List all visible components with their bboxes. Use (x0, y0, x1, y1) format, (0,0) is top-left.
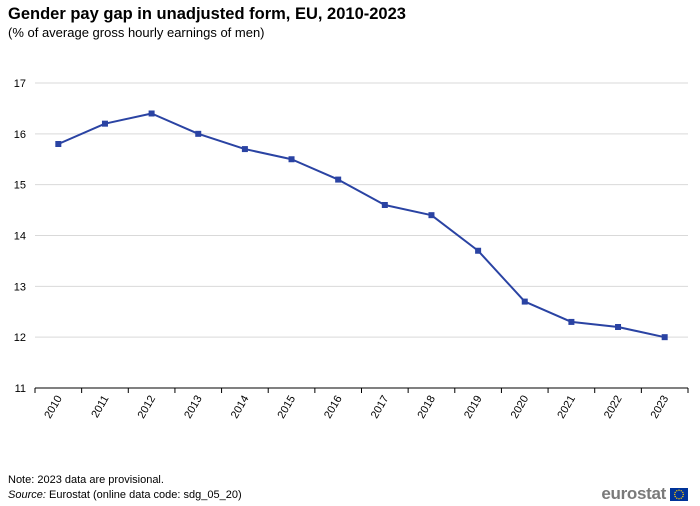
logo-text: eurostat (601, 484, 666, 503)
x-tick-label: 2015 (275, 394, 298, 421)
data-point (288, 156, 295, 163)
source-label: Source: (8, 489, 46, 501)
data-point (428, 212, 435, 219)
data-point (615, 324, 622, 330)
x-tick-label: 2022 (602, 394, 625, 421)
data-point (568, 318, 575, 325)
eurostat-logo: eurostat (601, 484, 688, 504)
chart-note: Note: 2023 data are provisional. (8, 474, 164, 486)
x-tick-label: 2011 (89, 394, 111, 420)
data-point (241, 146, 248, 153)
x-tick-label: 2010 (42, 394, 65, 421)
x-tick-label: 2023 (649, 394, 672, 421)
data-point (148, 110, 155, 117)
y-tick-label: 11 (15, 383, 26, 395)
y-tick-label: 17 (14, 78, 26, 90)
source-text: Eurostat (online data code: sdg_05_20) (48, 489, 242, 501)
chart-title: Gender pay gap in unadjusted form, EU, 2… (8, 5, 406, 23)
data-point (381, 202, 388, 208)
series-line (57, 112, 665, 339)
y-tick-label: 16 (14, 129, 26, 141)
y-tick-label: 12 (14, 332, 26, 344)
eu-flag-icon (670, 487, 688, 501)
data-point (55, 141, 62, 147)
x-tick-label: 2013 (182, 394, 205, 421)
y-tick-label: 13 (14, 281, 26, 293)
x-tick-label: 2020 (509, 394, 532, 421)
x-tick-label: 2021 (555, 394, 578, 421)
x-tick-label: 2017 (369, 394, 392, 421)
x-tick-label: 2018 (415, 394, 438, 421)
chart-source: Source: Eurostat (online data code: sdg_… (8, 489, 242, 501)
x-tick-label: 2016 (322, 394, 345, 421)
y-tick-label: 15 (14, 180, 26, 192)
x-tick-label: 2014 (229, 394, 252, 421)
x-tick-label: 2019 (462, 394, 485, 421)
data-point (661, 334, 668, 341)
x-tick-label: 2012 (136, 394, 159, 421)
data-point (521, 298, 528, 305)
chart-subtitle: (% of average gross hourly earnings of m… (8, 25, 265, 40)
line-chart: 11 12 13 14 15 16 17 2010 2011 2012 2013 2014 2015 20… (14, 78, 689, 421)
data-point (475, 247, 482, 254)
data-point (101, 120, 108, 127)
data-point (335, 176, 342, 183)
y-tick-label: 14 (14, 231, 26, 243)
data-point (195, 130, 202, 137)
